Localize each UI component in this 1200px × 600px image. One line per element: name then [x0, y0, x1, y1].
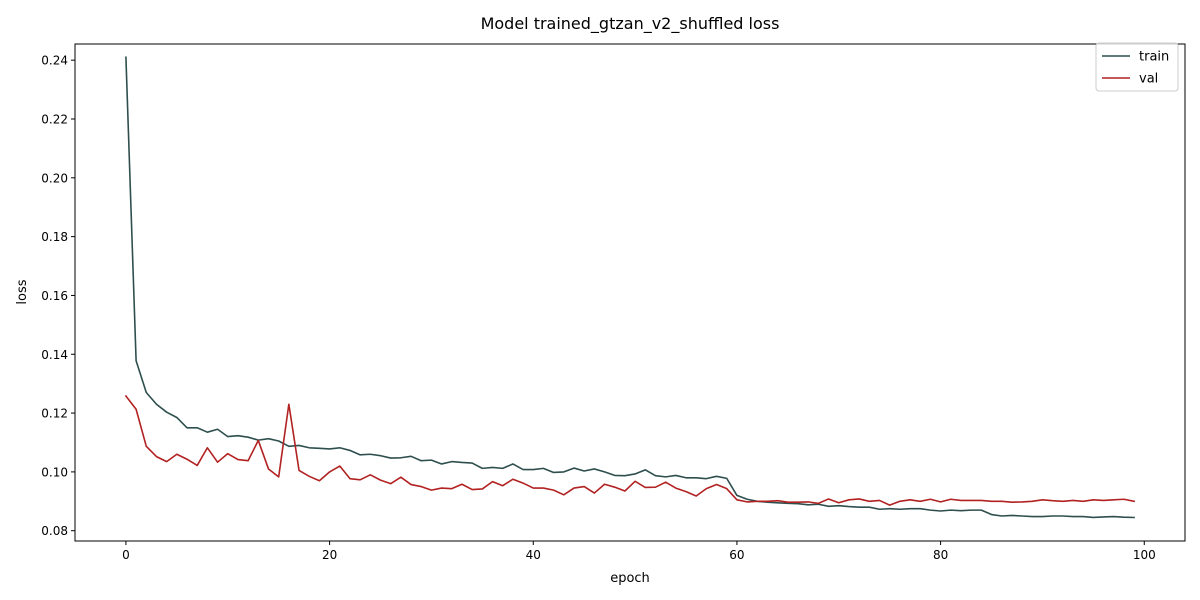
y-axis-label: loss — [15, 279, 30, 304]
chart-title: Model trained_gtzan_v2_shuffled loss — [481, 14, 780, 34]
legend: train val — [1095, 42, 1179, 92]
x-tick-label: 60 — [729, 548, 744, 562]
legend-label-val: val — [1139, 72, 1158, 87]
x-tick-label: 0 — [122, 548, 130, 562]
y-tick-label: 0.08 — [41, 524, 68, 538]
y-tick-label: 0.16 — [41, 289, 68, 303]
x-tick-label: 100 — [1133, 548, 1156, 562]
series-line-val — [124, 394, 1136, 506]
y-axis: 0.08 0.10 0.12 0.14 0.16 0.18 0.20 0.22 0.24 — [41, 54, 75, 538]
series-line-train — [125, 56, 1135, 519]
y-tick-label: 0.10 — [41, 465, 68, 479]
y-tick-label: 0.24 — [41, 54, 68, 68]
legend-box — [1095, 42, 1179, 92]
x-tick-label: 40 — [526, 548, 541, 562]
series-layer — [124, 56, 1136, 519]
x-tick-label: 20 — [322, 548, 337, 562]
legend-label-train: train — [1139, 50, 1169, 65]
y-tick-label: 0.12 — [41, 407, 68, 421]
y-tick-label: 0.20 — [41, 171, 68, 185]
x-axis: 0 20 40 60 80 100 — [122, 541, 1156, 562]
y-tick-label: 0.14 — [41, 348, 68, 362]
plot-frame — [74, 43, 1186, 542]
y-tick-label: 0.22 — [41, 112, 68, 126]
x-axis-label: epoch — [610, 571, 650, 586]
x-tick-label: 80 — [933, 548, 948, 562]
y-tick-label: 0.18 — [41, 230, 68, 244]
plot-background — [75, 44, 1185, 541]
